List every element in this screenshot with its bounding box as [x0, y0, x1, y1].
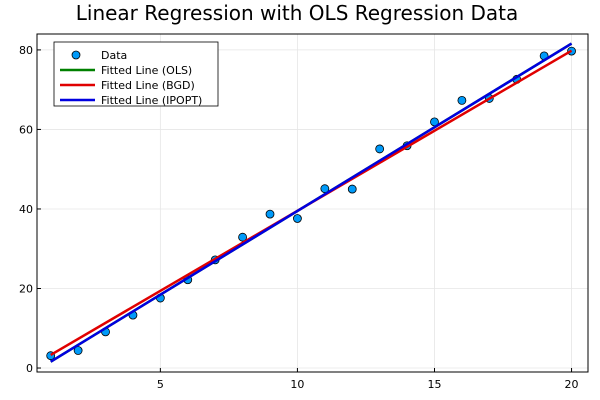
data-point	[265, 209, 275, 219]
plot-frame	[36, 33, 589, 373]
fitted-line-2	[50, 42, 573, 363]
legend-label: Data	[101, 49, 127, 62]
data-point	[457, 96, 467, 105]
legend-box	[53, 41, 219, 107]
y-tick-label: 40	[19, 203, 33, 216]
data-point	[320, 184, 330, 194]
x-tick-label: 20	[565, 378, 579, 391]
x-tick-label: 10	[290, 378, 304, 391]
y-tick-label: 0	[26, 362, 33, 375]
data-point	[238, 232, 247, 242]
legend-label: Fitted Line (OLS)	[101, 64, 192, 77]
plot-marks	[46, 42, 576, 363]
data-point	[347, 184, 357, 194]
legend-data-marker	[71, 50, 81, 60]
y-tick-label: 60	[19, 123, 33, 136]
y-tick-label: 20	[19, 282, 33, 295]
data-point	[73, 346, 83, 355]
x-tick-label: 5	[157, 378, 164, 391]
legend: Data Fitted Line (OLS) Fitted Line (BGD) Fi…	[53, 41, 219, 107]
legend-label: Fitted Line (BGD)	[101, 79, 195, 92]
y-tick-label: 80	[19, 44, 33, 57]
tick-labels: 5 10 15 20 0 20 40 60 80	[19, 44, 579, 391]
chart-title: Linear Regression with OLS Regression Da…	[76, 1, 519, 25]
data-point	[375, 144, 385, 154]
legend-label: Fitted Line (IPOPT)	[101, 94, 202, 107]
x-tick-label: 15	[427, 378, 441, 391]
gridlines	[37, 34, 588, 372]
data-point	[293, 214, 302, 223]
